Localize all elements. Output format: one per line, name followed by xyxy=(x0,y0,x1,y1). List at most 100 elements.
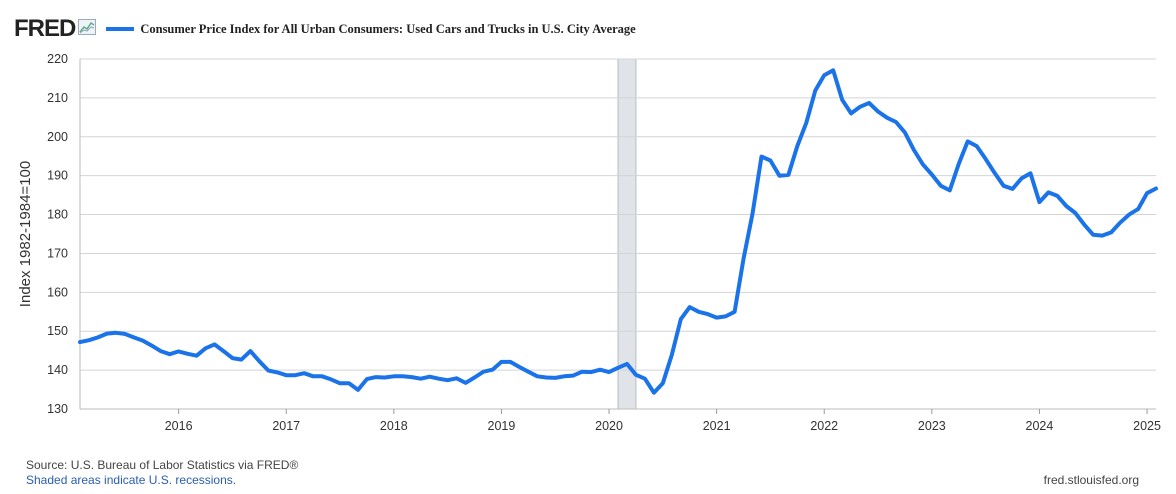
data-point xyxy=(580,370,584,374)
data-point xyxy=(670,353,674,357)
data-point xyxy=(1109,230,1113,234)
data-point xyxy=(957,162,961,166)
data-point xyxy=(428,375,432,379)
legend-swatch xyxy=(106,27,135,31)
y-axis-label: Index 1982-1984=100 xyxy=(17,161,34,307)
data-point xyxy=(768,159,772,163)
data-point xyxy=(571,374,575,378)
data-point xyxy=(939,184,943,188)
data-point xyxy=(491,368,495,372)
data-point xyxy=(921,162,925,166)
data-point xyxy=(473,376,477,380)
data-point xyxy=(204,346,208,350)
data-point xyxy=(894,120,898,124)
data-point xyxy=(760,155,764,159)
data-point xyxy=(993,171,997,175)
data-point xyxy=(930,173,934,177)
y-tick-label: 200 xyxy=(47,130,68,144)
data-point xyxy=(777,174,781,178)
data-point xyxy=(1020,176,1024,180)
data-point xyxy=(347,381,351,385)
data-point xyxy=(338,381,342,385)
data-point xyxy=(365,377,369,381)
data-point xyxy=(643,377,647,381)
y-tick-label: 170 xyxy=(47,246,68,260)
data-point xyxy=(222,349,226,353)
data-point xyxy=(257,359,261,363)
data-point xyxy=(598,368,602,372)
data-point xyxy=(78,340,82,344)
data-point xyxy=(464,381,468,385)
data-point xyxy=(795,144,799,148)
data-point xyxy=(822,73,826,77)
y-tick-label: 140 xyxy=(47,363,68,377)
data-point xyxy=(742,257,746,261)
y-tick-label: 130 xyxy=(47,402,68,416)
recession-band xyxy=(617,58,637,410)
y-tick-label: 190 xyxy=(47,169,68,183)
data-point xyxy=(248,349,252,353)
x-tick-label: 2020 xyxy=(595,419,623,433)
data-point xyxy=(634,373,638,377)
y-tick-label: 220 xyxy=(47,52,68,66)
data-point xyxy=(526,370,530,374)
data-point xyxy=(912,148,916,152)
data-point xyxy=(437,377,441,381)
chart-line-icon xyxy=(78,18,97,40)
y-tick-label: 180 xyxy=(47,208,68,222)
data-point xyxy=(141,339,145,343)
data-point xyxy=(186,352,190,356)
data-point xyxy=(858,105,862,109)
data-point xyxy=(867,101,871,105)
fred-logo[interactable]: FRED xyxy=(14,15,76,42)
data-point xyxy=(482,370,486,374)
data-point xyxy=(616,366,620,370)
data-point xyxy=(293,373,297,377)
data-point xyxy=(508,360,512,364)
data-point xyxy=(876,110,880,114)
recession-shading xyxy=(617,58,637,410)
data-point xyxy=(401,374,405,378)
data-point xyxy=(733,310,737,314)
data-point xyxy=(356,388,360,392)
series-group xyxy=(78,68,1158,395)
data-point xyxy=(1082,223,1086,227)
x-tick-label: 2017 xyxy=(272,419,300,433)
data-point xyxy=(652,391,656,395)
data-point xyxy=(1046,190,1050,194)
data-point xyxy=(168,352,172,356)
x-tick-label: 2024 xyxy=(1026,419,1054,433)
data-point xyxy=(1136,207,1140,211)
data-point xyxy=(553,376,557,380)
x-tick-label: 2018 xyxy=(380,419,408,433)
data-point xyxy=(105,332,109,336)
data-point xyxy=(804,121,808,125)
data-point xyxy=(195,354,199,358)
data-point xyxy=(948,188,952,192)
data-point xyxy=(786,173,790,177)
data-point xyxy=(230,356,234,360)
y-axis-ticks: 130 140 150 160 170 180 190 200 210 220 xyxy=(47,52,68,416)
data-point xyxy=(446,378,450,382)
data-point xyxy=(410,375,414,379)
data-point xyxy=(1127,213,1131,217)
x-tick-label: 2016 xyxy=(165,419,193,433)
data-point xyxy=(455,376,459,380)
data-point xyxy=(499,360,503,364)
data-point xyxy=(275,370,279,374)
source-note: Source: U.S. Bureau of Labor Statistics … xyxy=(26,458,299,472)
data-point xyxy=(535,374,539,378)
data-point xyxy=(1011,187,1015,191)
data-point xyxy=(849,111,853,115)
data-point xyxy=(302,371,306,375)
data-point xyxy=(724,314,728,318)
series-line xyxy=(78,68,1158,395)
site-link[interactable]: fred.stlouisfed.org xyxy=(1043,473,1139,487)
data-point xyxy=(150,344,154,348)
data-point xyxy=(266,369,270,373)
data-point xyxy=(1064,204,1068,208)
data-point xyxy=(697,310,701,314)
data-point xyxy=(966,139,970,143)
data-point xyxy=(840,98,844,102)
data-point xyxy=(751,212,755,216)
